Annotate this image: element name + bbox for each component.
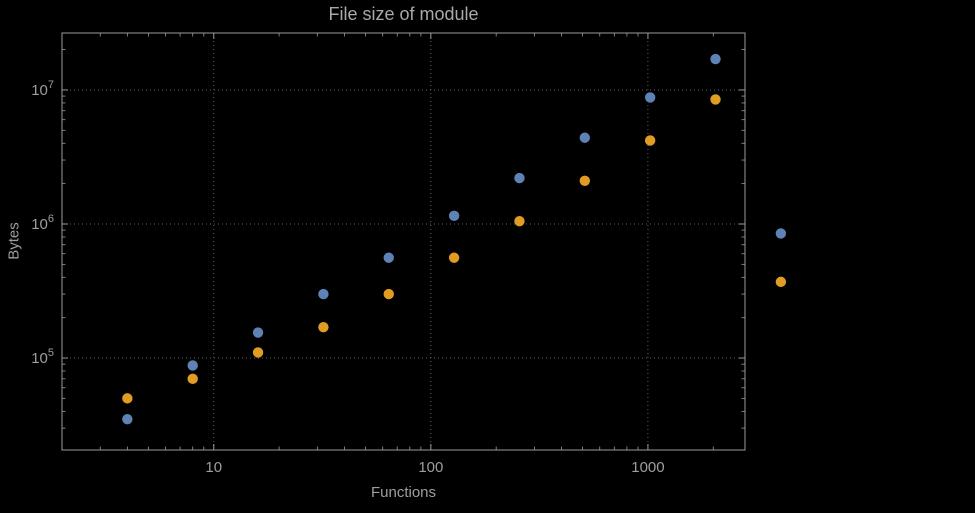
- y-tick-label: 106: [31, 213, 54, 233]
- data-point-orange: [775, 276, 787, 288]
- x-axis-label: Functions: [370, 484, 437, 501]
- chart-title: File size of module: [328, 4, 479, 24]
- data-point-blue: [644, 92, 656, 103]
- data-point-blue: [122, 413, 133, 425]
- data-point-orange: [644, 135, 656, 146]
- data-point-blue: [187, 360, 198, 371]
- data-point-orange: [579, 175, 591, 187]
- y-tick-label: 105: [31, 347, 54, 367]
- data-point-orange: [514, 215, 525, 227]
- data-point-blue: [252, 327, 264, 338]
- x-tick-label: 10: [205, 459, 222, 476]
- data-point-blue: [448, 210, 460, 222]
- data-point-orange: [252, 347, 264, 358]
- data-point-orange: [318, 321, 329, 333]
- data-point-orange: [187, 373, 198, 384]
- data-point-orange: [710, 94, 721, 105]
- data-point-blue: [514, 172, 525, 184]
- data-point-blue: [710, 53, 721, 65]
- data-point-blue: [318, 288, 329, 300]
- data-point-orange: [122, 393, 133, 404]
- y-tick-label: 107: [31, 79, 54, 99]
- data-point-orange: [383, 288, 394, 300]
- data-point-blue: [579, 132, 591, 143]
- plot-frame: [61, 32, 746, 451]
- data-point-blue: [383, 252, 394, 263]
- x-tick-label: 1000: [631, 459, 664, 476]
- y-axis-label: Bytes: [5, 222, 23, 260]
- data-point-blue: [775, 228, 787, 239]
- data-point-orange: [448, 252, 460, 263]
- x-tick-label: 100: [418, 459, 443, 476]
